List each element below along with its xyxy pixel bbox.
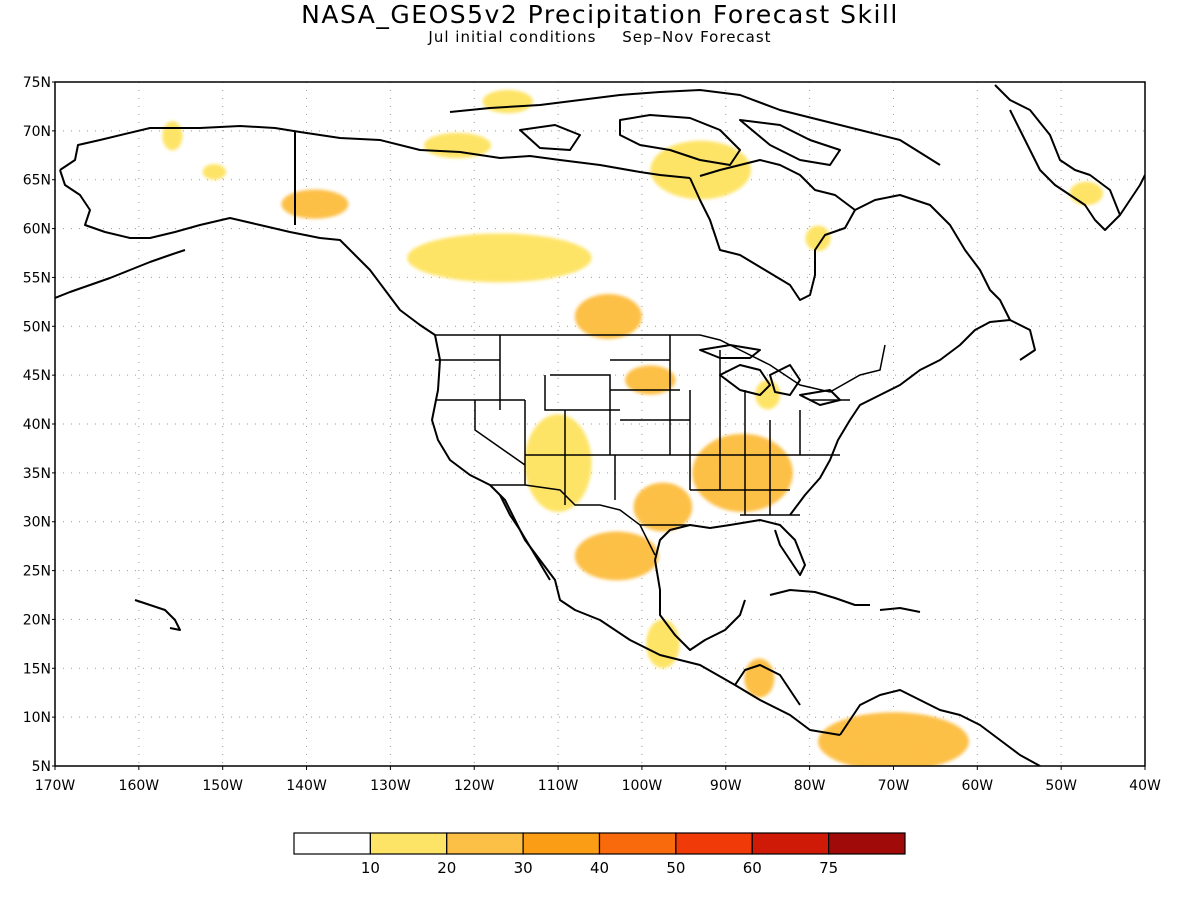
lon-tick-label: 70W [878,778,910,794]
colorbar-label: 75 [819,859,838,877]
lat-tick-label: 45N [23,368,51,384]
skill-shading [162,89,1104,766]
skill-core-tennessee-valley [714,451,771,495]
lon-tick-label: 100W [622,778,663,794]
chart-title: NASA_GEOS5v2 Precipitation Forecast Skil… [301,0,899,29]
colorbar-swatch [446,832,524,855]
colorbar-label: 30 [514,859,533,877]
lon-tick-label: 120W [454,778,495,794]
lat-tick-label: 35N [23,466,51,482]
colorbar-swatch [828,832,906,855]
lat-tick-label: 60N [23,222,51,238]
lon-tick-label: 60W [961,778,993,794]
lat-tick-label: 50N [23,319,51,335]
colorbar-swatch [675,832,753,855]
skill-region-nunavut [650,140,751,200]
chart-subtitle: Jul initial conditions Sep–Nov Forecast [0,28,1200,46]
skill-region-mexico-south [646,619,680,669]
subtitle-forecast-period: Sep–Nov Forecast [622,28,772,46]
longitude-tick-labels: 170W 160W 150W 140W 130W 120W 110W 100W 90W 80W 70… [35,766,1161,794]
lat-tick-label: 75N [23,75,51,91]
state-borders [435,334,886,556]
lon-tick-label: 80W [794,778,826,794]
skill-core-mexico-northeast [593,542,640,570]
skill-region-hudson-bay-east [805,225,831,252]
colorbar-swatch [293,832,371,855]
colorbar-swatch [369,832,448,855]
lat-tick-label: 65N [23,173,51,189]
skill-core-central-america [751,667,768,689]
skill-region-alaska-west [202,164,227,180]
skill-region-greenland [1069,181,1104,206]
colorbar-swatch [751,832,830,855]
coastlines [55,84,1145,766]
colorbar-swatch [522,832,601,855]
skill-core-texas [646,493,680,521]
skill-region-central-canada [407,233,592,283]
skill-core-prairies [589,304,627,329]
lat-tick-label: 10N [23,710,51,726]
lat-tick-label: 15N [23,661,51,677]
colorbar-label: 60 [743,859,762,877]
lat-tick-label: 40N [23,417,51,433]
lat-tick-label: 55N [23,270,51,286]
lon-tick-label: 40W [1129,778,1161,794]
lat-lon-grid [55,82,1145,766]
skill-core-colombia-venezuela [851,725,935,758]
lon-tick-label: 110W [538,778,579,794]
lat-tick-label: 20N [23,612,51,628]
skill-region-alaska-north [162,121,183,151]
lat-tick-label: 30N [23,515,51,531]
lon-tick-label: 130W [370,778,411,794]
lon-tick-label: 50W [1045,778,1077,794]
colorbar-label: 10 [361,859,380,877]
lat-tick-label: 70N [23,124,51,140]
colorbar-swatch [598,832,677,855]
subtitle-initial-conditions: Jul initial conditions [428,28,597,46]
skill-core-northern-plains [636,371,665,389]
lon-tick-label: 160W [119,778,160,794]
colorbar: 10 20 30 40 50 60 75 [293,832,906,877]
lon-tick-label: 150W [202,778,243,794]
colorbar-label: 20 [437,859,456,877]
colorbar-label: 50 [666,859,685,877]
lon-tick-label: 170W [35,778,76,794]
skill-core-alaska-yukon [296,196,334,213]
lat-tick-label: 5N [32,759,51,775]
colorbar-label: 40 [590,859,609,877]
lat-tick-label: 25N [23,564,51,580]
skill-region-arctic-islands [482,89,533,114]
lon-tick-label: 140W [286,778,327,794]
skill-region-four-corners [524,414,592,512]
lon-tick-label: 90W [710,778,742,794]
latitude-tick-labels: 5N 10N 15N 20N 25N 30N 35N 40N 45N 50N 55N 60N 65N 70… [23,75,55,775]
